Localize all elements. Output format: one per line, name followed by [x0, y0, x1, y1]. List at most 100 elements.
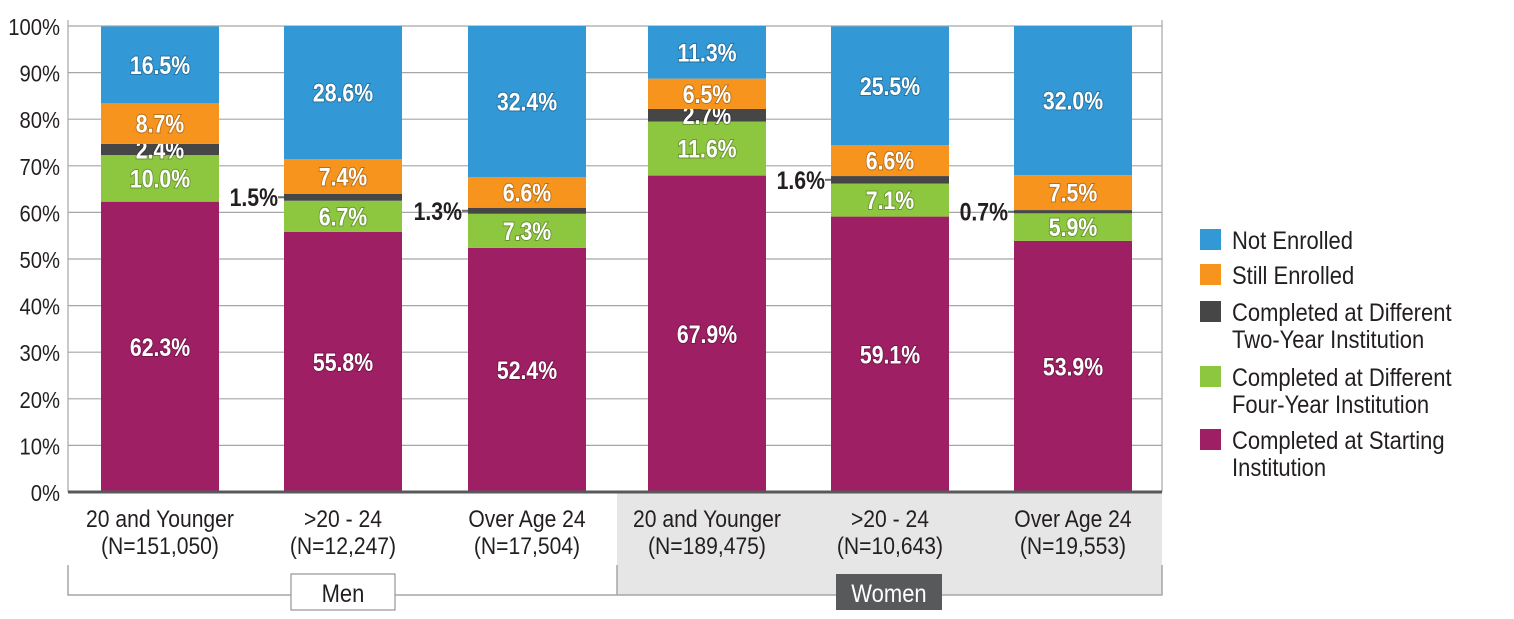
data-label: 32.0%	[1043, 87, 1103, 115]
legend-swatch	[1200, 429, 1221, 450]
data-label: 7.4%	[319, 163, 367, 191]
bar-segment	[468, 26, 586, 177]
y-tick-label: 20%	[19, 387, 60, 414]
legend-label: Completed at Starting	[1232, 427, 1445, 455]
data-label: 6.6%	[503, 179, 551, 207]
y-tick-label: 30%	[19, 340, 60, 367]
data-label: 7.1%	[866, 186, 914, 214]
x-tick-sublabel: (N=12,247)	[290, 533, 396, 560]
data-label: 16.5%	[130, 51, 190, 79]
legend-label: Completed at Different	[1232, 299, 1452, 327]
data-label: 10.0%	[130, 165, 190, 193]
data-label: 11.6%	[677, 135, 736, 163]
bar-segment	[648, 121, 766, 176]
data-label: 8.7%	[136, 110, 184, 138]
data-label: 52.4%	[497, 356, 557, 384]
data-label: 0.7%	[960, 198, 1008, 226]
data-label: 25.5%	[860, 72, 920, 100]
data-label: 6.6%	[866, 147, 914, 175]
legend-label: Two-Year Institution	[1232, 326, 1424, 354]
x-tick-label: >20 - 24	[851, 506, 929, 533]
bar-segment	[831, 26, 949, 146]
bar-segment	[284, 26, 402, 160]
bar-segment	[284, 193, 402, 201]
bar-segment	[831, 176, 949, 184]
bar-segment	[831, 183, 949, 217]
legend-swatch	[1200, 264, 1221, 285]
data-label: 28.6%	[313, 79, 373, 107]
data-label: 62.3%	[130, 333, 190, 361]
data-label: 6.7%	[319, 203, 367, 231]
legend-label: Completed at Different	[1232, 364, 1452, 392]
bar-segment	[101, 143, 219, 156]
x-tick-label: 20 and Younger	[86, 506, 234, 533]
bar-segment	[831, 216, 949, 492]
bar-segment	[101, 155, 219, 202]
group-label-box-women	[836, 574, 942, 610]
data-label: 11.3%	[677, 39, 736, 67]
y-tick-label: 90%	[19, 60, 60, 87]
legend-label: Four-Year Institution	[1232, 391, 1429, 419]
bar-segment	[284, 159, 402, 194]
y-tick-label: 60%	[19, 200, 60, 227]
legend-label: Institution	[1232, 454, 1326, 482]
y-tick-label: 0%	[31, 480, 60, 507]
data-label: 7.3%	[503, 217, 551, 245]
legend-label: Not Enrolled	[1232, 227, 1353, 255]
bar-segment	[468, 176, 586, 208]
legend-swatch	[1200, 301, 1221, 322]
bar-segment	[1014, 26, 1132, 176]
group-label-women: Women	[851, 580, 926, 608]
bar-segment	[284, 231, 402, 493]
x-tick-label: 20 and Younger	[633, 506, 781, 533]
bar-segment	[1014, 175, 1132, 211]
bar-segment	[648, 26, 766, 79]
bar-segment	[101, 26, 219, 104]
data-label: 67.9%	[677, 320, 737, 348]
bar-segment	[1014, 240, 1132, 492]
bar-segment	[648, 108, 766, 122]
y-tick-label: 40%	[19, 293, 60, 320]
bar-segment	[284, 200, 402, 232]
data-label: 1.5%	[230, 184, 278, 212]
y-tick-label: 10%	[19, 433, 60, 460]
y-tick-label: 80%	[19, 107, 60, 134]
data-label: 53.9%	[1043, 353, 1103, 381]
data-label: 7.5%	[1049, 179, 1097, 207]
x-tick-sublabel: (N=19,553)	[1020, 533, 1126, 560]
data-label: 32.4%	[497, 88, 557, 116]
legend-label: Still Enrolled	[1232, 262, 1354, 290]
bar-segment	[468, 207, 586, 214]
bar-segment	[648, 175, 766, 492]
data-label: 59.1%	[860, 341, 920, 369]
group-label-men: Men	[322, 580, 365, 608]
bar-segment	[101, 201, 219, 492]
bar-segment	[468, 247, 586, 492]
group-label-box-men	[290, 573, 396, 611]
data-label: 1.3%	[414, 197, 462, 225]
x-tick-label: Over Age 24	[468, 506, 585, 533]
data-label: 1.6%	[777, 166, 825, 194]
y-tick-label: 50%	[19, 247, 60, 274]
bar-segment	[1014, 213, 1132, 241]
data-label: 5.9%	[1049, 213, 1097, 241]
x-tick-sublabel: (N=10,643)	[837, 533, 943, 560]
bar-segment	[101, 103, 219, 144]
x-tick-sublabel: (N=151,050)	[101, 533, 219, 560]
x-tick-label: >20 - 24	[304, 506, 382, 533]
y-tick-label: 70%	[19, 154, 60, 181]
legend-swatch	[1200, 366, 1221, 387]
bar-segment	[468, 213, 586, 248]
group-bracket	[67, 565, 1163, 596]
data-label: 55.8%	[313, 348, 373, 376]
y-tick-label: 100%	[8, 14, 60, 41]
bar-segment	[648, 78, 766, 109]
bar-segment	[1014, 210, 1132, 214]
legend-swatch	[1200, 229, 1221, 250]
bar-segment	[831, 145, 949, 177]
x-tick-sublabel: (N=189,475)	[648, 533, 766, 560]
x-tick-sublabel: (N=17,504)	[474, 533, 580, 560]
data-label: 6.5%	[683, 80, 731, 108]
x-tick-label: Over Age 24	[1014, 506, 1131, 533]
